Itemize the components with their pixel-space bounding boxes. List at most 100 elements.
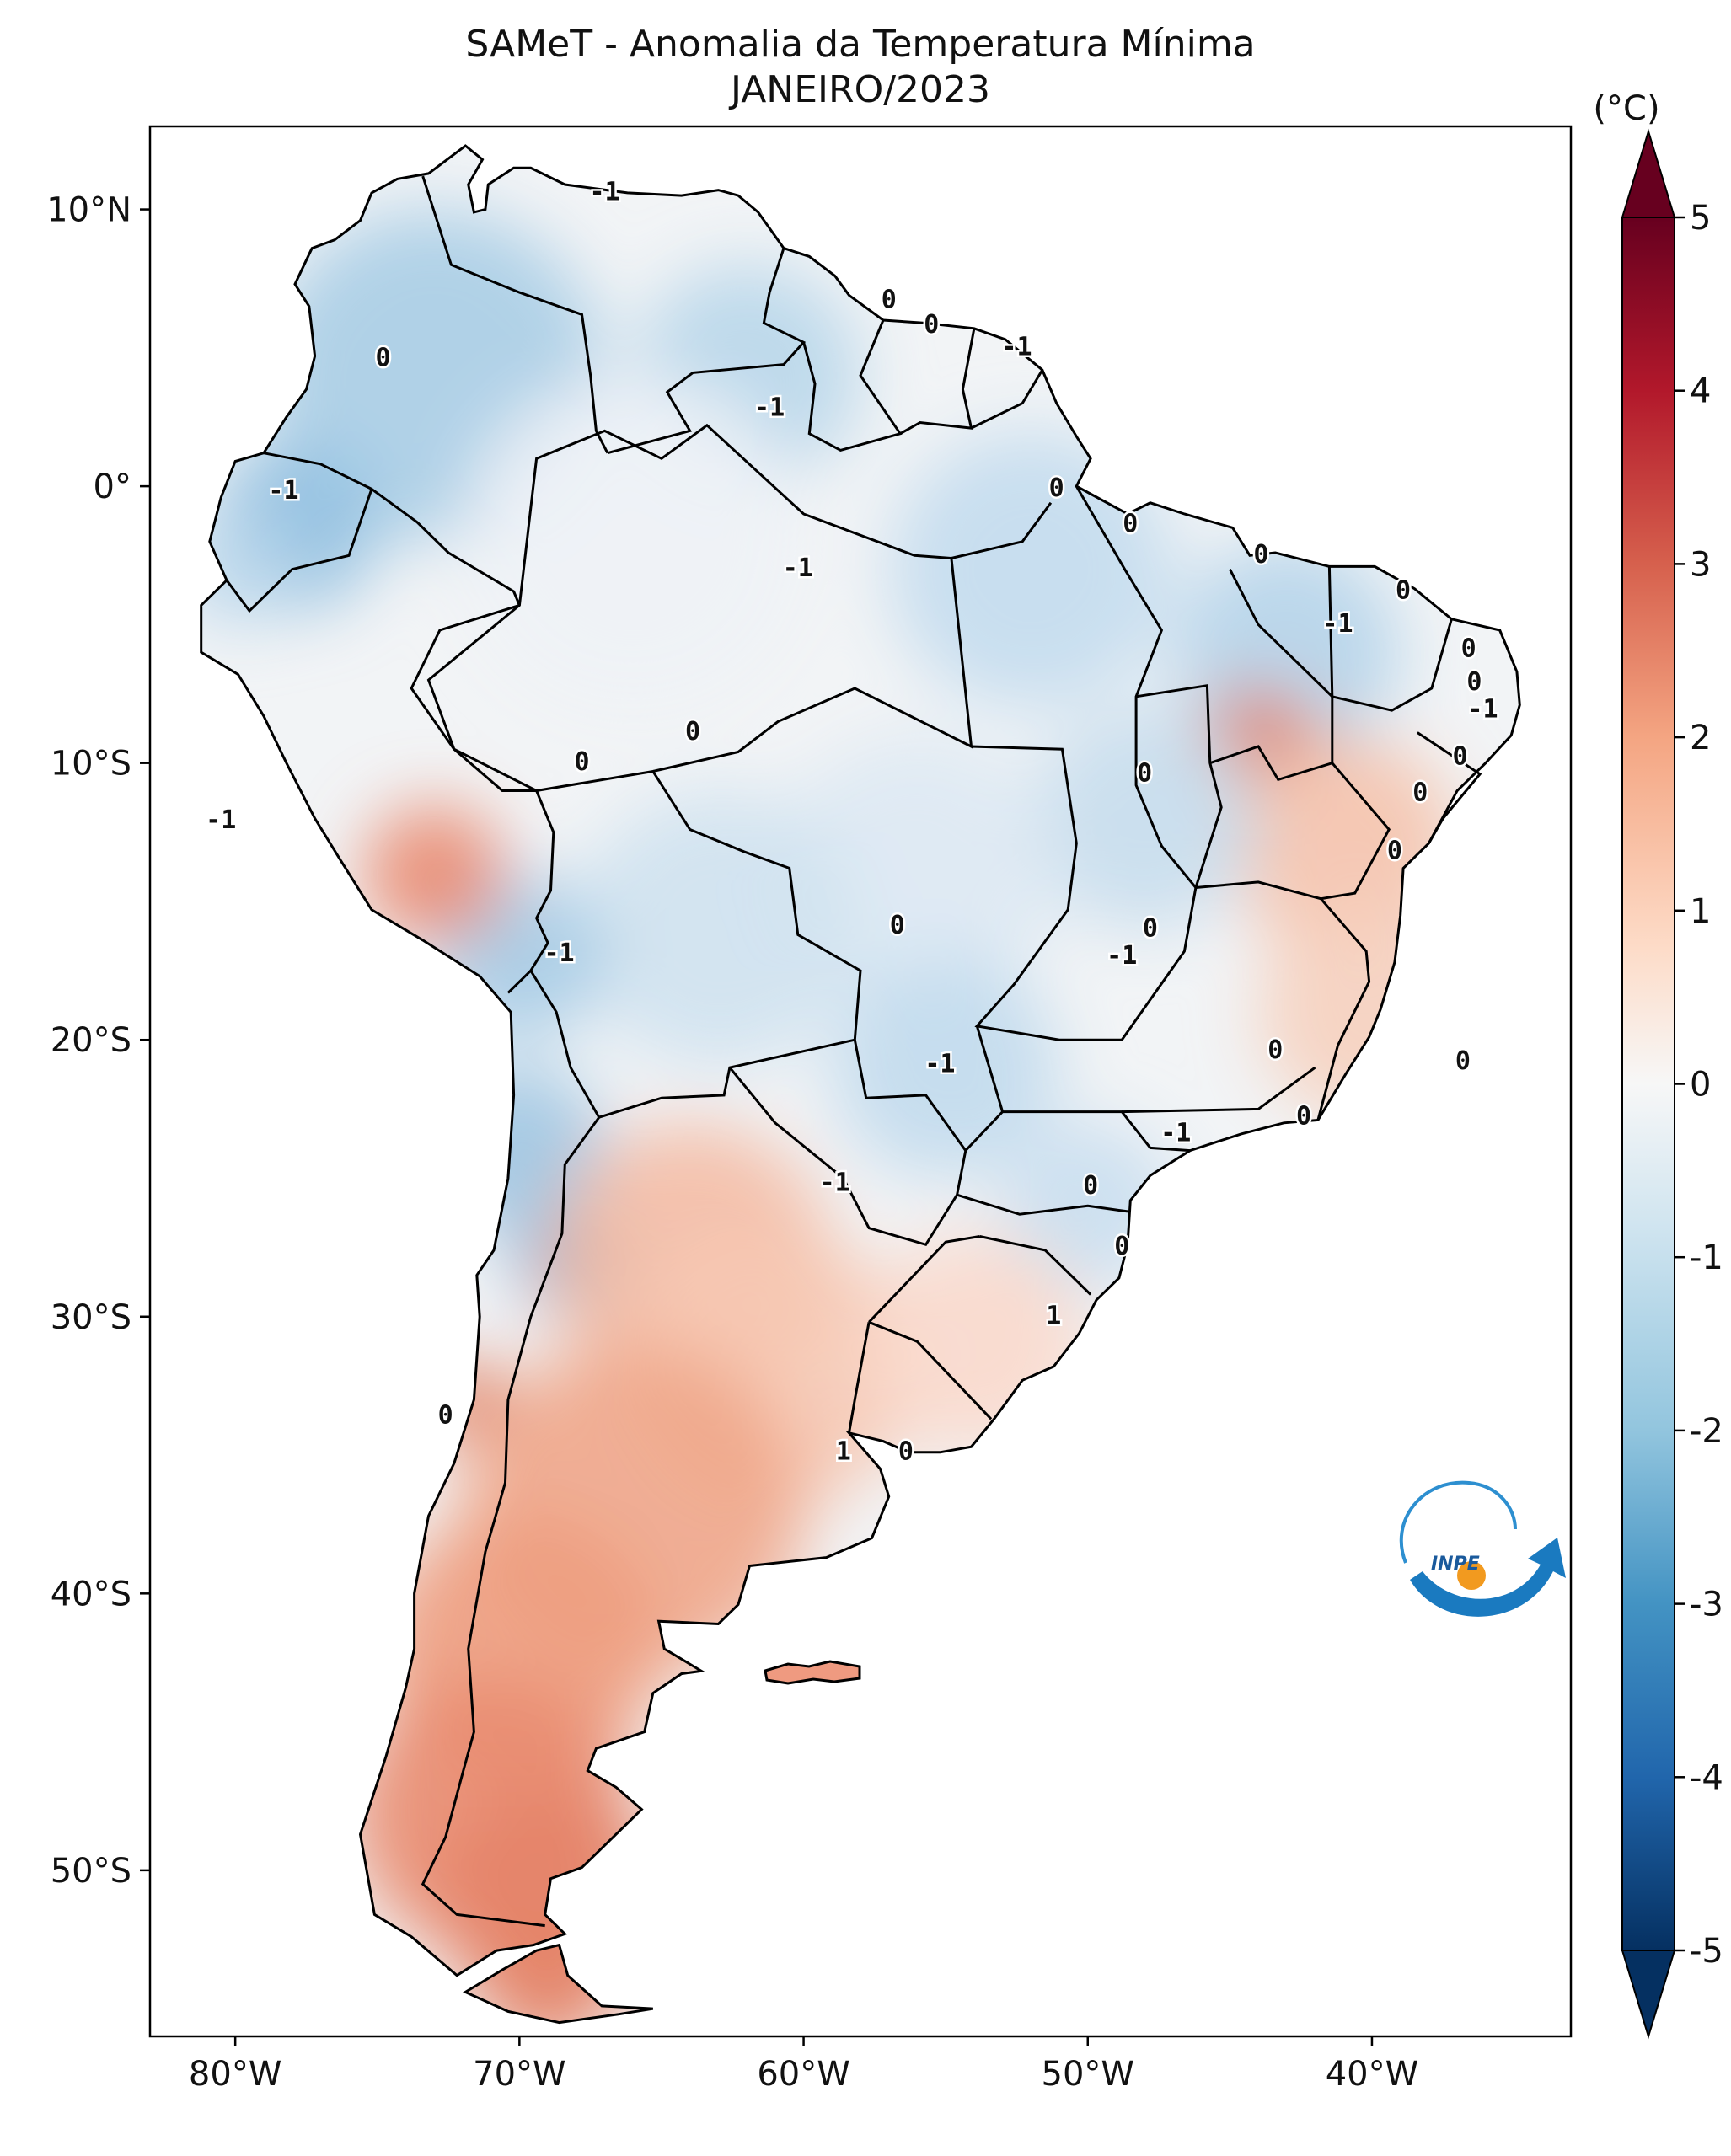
contour-label: 0 (685, 717, 700, 746)
border-line (964, 1110, 1004, 1152)
border-line (979, 1235, 1092, 1296)
colorbar-tick-label: 5 (1690, 199, 1711, 238)
contour-label: -1 (206, 805, 236, 835)
contour-label: 0 (1466, 667, 1482, 697)
colorbar-unit: (°C) (1593, 89, 1659, 128)
contour-label: -1 (268, 476, 298, 506)
map-subtitle: JANEIRO/2023 (731, 68, 990, 111)
anomaly-shading (201, 209, 1486, 2023)
colorbar-bottom-arrow (1621, 1950, 1676, 2040)
contour-label: 0 (890, 911, 905, 940)
colorbar-tick-label: -4 (1690, 1758, 1723, 1797)
lon-tick-label: 50°W (1042, 2055, 1134, 2094)
contour-label: 0 (1253, 540, 1268, 570)
border-line (421, 1116, 601, 1928)
contour-label: -1 (1107, 941, 1137, 971)
logo-text: INPE (1431, 1554, 1480, 1575)
border-line (1327, 566, 1453, 712)
contour-label: 0 (1143, 913, 1158, 943)
contour-label: 0 (1267, 1035, 1283, 1065)
colorbar-tick-label: 0 (1690, 1066, 1711, 1105)
contour-label: 0 (1049, 473, 1064, 503)
lat-tick-label: 50°S (51, 1852, 131, 1891)
colorbar: 5 4 3 2 1 0 -1 -2 -3 -4 -5 (1621, 128, 1723, 2040)
axes-frame (148, 125, 1573, 2038)
contour-label: 0 (1123, 510, 1138, 539)
lat-tick-label: 0° (94, 468, 131, 506)
contour-label: 0 (1296, 1102, 1311, 1131)
lat-tick-label: 10°S (51, 745, 131, 784)
lat-tick-label: 10°N (46, 191, 131, 230)
border-line (225, 488, 373, 613)
inpe-logo: INPE (1399, 1480, 1566, 1617)
border-line (1122, 1066, 1316, 1114)
lat-tick-label: 20°S (51, 1021, 131, 1060)
contour-label: -1 (1160, 1118, 1191, 1148)
contour-label: -1 (1322, 609, 1353, 639)
border-line (1195, 762, 1391, 901)
contour-label: 0 (438, 1401, 453, 1431)
colorbar-ticks: 5 4 3 2 1 0 -1 -2 -3 -4 -5 (1675, 199, 1723, 1971)
border-line (868, 1235, 980, 1324)
contour-label: 0 (1452, 742, 1467, 772)
border-line (802, 319, 903, 452)
contour-label: 0 (1387, 836, 1402, 865)
border-line (868, 1320, 993, 1420)
contour-label: 0 (882, 285, 897, 314)
anomaly-field (201, 146, 1520, 2023)
contour-label: 1 (836, 1436, 851, 1466)
colorbar-tick-label: -3 (1690, 1586, 1723, 1624)
colorbar-body (1621, 217, 1675, 1951)
political-borders (225, 175, 1482, 1928)
border-line (971, 485, 1198, 1041)
contour-label: 0 (1396, 575, 1411, 605)
colorbar-top-arrow (1621, 128, 1676, 218)
contour-label: -1 (924, 1049, 955, 1078)
contour-label: -1 (754, 393, 785, 423)
falkland-islands (764, 1660, 861, 1685)
lat-tick-label: 30°S (51, 1298, 131, 1337)
border-line (848, 1322, 871, 1434)
colorbar-tick-label: 2 (1690, 719, 1711, 757)
border-line (1316, 897, 1371, 1121)
contour-label: -1 (783, 554, 813, 583)
contour-label: 0 (1455, 1046, 1471, 1076)
lon-tick-label: 40°W (1326, 2055, 1418, 2094)
contour-label: 0 (575, 747, 590, 777)
contour-label: 1 (1046, 1301, 1061, 1330)
border-line (426, 423, 973, 792)
border-line (607, 248, 807, 455)
contour-label: 0 (1412, 778, 1428, 807)
colorbar-tick-label: -5 (1690, 1932, 1723, 1971)
colorbar-tick-label: 3 (1690, 545, 1711, 584)
lon-tick-label: 70°W (473, 2055, 565, 2094)
contour-label: 0 (898, 1436, 914, 1466)
colorbar-tick-label: 4 (1690, 372, 1711, 411)
lon-tick-label: 80°W (189, 2055, 281, 2094)
contour-label: 0 (375, 343, 390, 372)
contour-label: -1 (589, 177, 619, 206)
contour-label: 0 (1083, 1171, 1098, 1201)
colorbar-tick-label: -2 (1690, 1412, 1723, 1451)
coastline (200, 144, 1521, 2025)
lat-tick-label: 40°S (51, 1575, 131, 1613)
lon-tick-label: 60°W (757, 2055, 849, 2094)
border-line (957, 1193, 1128, 1216)
contour-label: -1 (820, 1169, 850, 1198)
contour-label: 0 (1137, 758, 1152, 788)
map-title: SAMeT - Anomalia da Temperatura Mínima (465, 23, 1256, 66)
contour-label: -1 (1001, 332, 1032, 361)
border-line (263, 452, 521, 606)
contour-labels: -100-10-1-1 00-1 00-100-100 000-100 0-1-10 0-… (204, 175, 1500, 1469)
colorbar-tick-label: 1 (1690, 892, 1711, 931)
contour-label: 0 (1114, 1232, 1129, 1261)
contour-label: -1 (1467, 695, 1498, 725)
contour-label: 0 (924, 310, 939, 340)
border-line (970, 369, 1044, 430)
axis-ticks: 80°W 70°W 60°W 50°W 40°W 10°N 0° 10°S 20°S 30°S 40… (46, 191, 1418, 2094)
contour-label: 0 (1461, 634, 1476, 663)
contour-label: -1 (544, 939, 575, 968)
border-line (951, 501, 1053, 559)
